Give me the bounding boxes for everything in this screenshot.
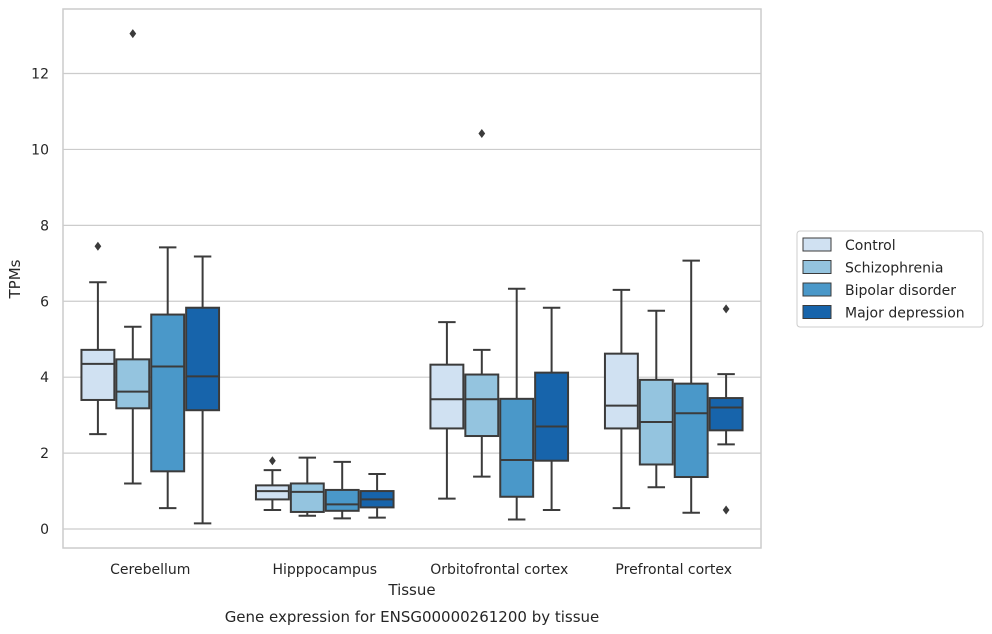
box-bipolar-disorder: [324, 460, 360, 520]
box-iqr: [534, 371, 570, 462]
legend-label: Schizophrenia: [845, 261, 943, 277]
box-iqr: [150, 313, 186, 473]
legend-frame: [796, 230, 984, 328]
box-major-depression: [359, 472, 395, 519]
outlier-point: [722, 505, 730, 515]
legend-swatch: [802, 260, 832, 274]
box-schizophrenia: [464, 129, 500, 478]
y-tick-label: 8: [40, 218, 49, 234]
y-tick-label: 12: [31, 67, 49, 83]
box-schizophrenia: [115, 29, 151, 485]
box-schizophrenia: [638, 309, 674, 489]
box-iqr: [708, 397, 744, 432]
box-iqr: [80, 348, 116, 401]
box-bipolar-disorder: [499, 287, 535, 521]
legend-label: Major depression: [845, 306, 965, 322]
box-major-depression: [534, 306, 570, 512]
box-plots: [80, 29, 744, 525]
box-iqr: [289, 482, 325, 513]
y-tick-label: 4: [40, 370, 49, 386]
x-tick-label: Orbitofrontal cortex: [430, 562, 568, 578]
x-tick-label: Prefrontal cortex: [615, 562, 732, 578]
y-tick-label: 10: [31, 142, 49, 158]
box-control: [429, 321, 465, 500]
legend-swatch: [802, 305, 832, 319]
legend-swatch: [802, 237, 832, 252]
y-tick-labels: 0 2 4 6 8 10 12: [31, 67, 49, 538]
y-tick-label: 0: [40, 522, 49, 538]
outlier-point: [94, 241, 102, 251]
plot-frame: [62, 8, 762, 549]
box-control: [603, 288, 639, 510]
box-iqr: [429, 363, 465, 430]
x-tick-label: Hipppocampus: [272, 562, 377, 578]
box-major-depression: [708, 304, 744, 515]
x-axis-label: Tissue: [387, 581, 435, 599]
box-iqr: [324, 488, 360, 512]
box-iqr: [115, 358, 151, 410]
legend: Control Schizophrenia Bipolar disorder Majo…: [796, 230, 984, 328]
box-iqr: [499, 397, 535, 498]
box-control: [80, 241, 116, 436]
outlier-point: [478, 129, 486, 139]
outlier-point: [129, 29, 137, 39]
box-iqr: [603, 352, 639, 430]
outlier-point: [269, 456, 276, 466]
legend-label: Control: [845, 238, 896, 254]
box-iqr: [185, 306, 221, 412]
box-bipolar-disorder: [673, 259, 709, 514]
legend-label: Bipolar disorder: [845, 283, 956, 299]
legend-swatch: [802, 282, 832, 297]
y-axis-label: TPMs: [6, 259, 24, 299]
y-tick-label: 2: [40, 446, 49, 462]
box-iqr: [464, 373, 500, 438]
y-tick-label: 6: [40, 294, 49, 310]
x-tick-label: Cerebellum: [110, 562, 190, 578]
box-iqr: [673, 382, 709, 479]
outlier-point: [722, 304, 730, 314]
x-tick-labels: Cerebellum Hipppocampus Orbitofrontal cort…: [110, 562, 732, 578]
box-iqr: [254, 484, 290, 501]
box-schizophrenia: [289, 456, 325, 517]
box-control: [254, 456, 290, 512]
box-bipolar-disorder: [150, 246, 186, 510]
box-major-depression: [185, 255, 221, 525]
chart-caption: Gene expression for ENSG00000261200 by t…: [225, 608, 600, 626]
